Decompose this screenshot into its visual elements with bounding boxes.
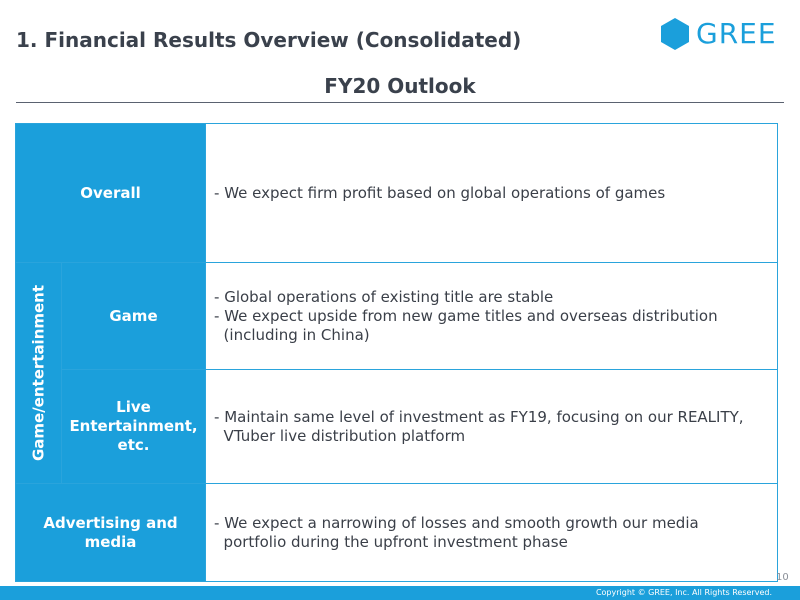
table-row: Game/entertainment Game - Global operati… bbox=[15, 262, 778, 484]
row-content-overall: - We expect firm profit based on global … bbox=[205, 123, 778, 263]
row-content-game: - Global operations of existing title ar… bbox=[205, 262, 778, 370]
title-divider bbox=[16, 102, 784, 103]
heading-line: Live bbox=[116, 398, 151, 416]
copyright-text: Copyright © GREE, Inc. All Rights Reserv… bbox=[595, 588, 772, 597]
bullet-line: - We expect upside from new game titles … bbox=[214, 306, 718, 325]
hexagon-logo-icon bbox=[661, 18, 689, 50]
heading-line: Advertising and bbox=[43, 513, 178, 532]
group-heading-label: Game/entertainment bbox=[29, 284, 47, 462]
table-row: Overall - We expect firm profit based on… bbox=[14, 123, 778, 263]
row-heading-advertising-media: Advertising and media bbox=[14, 483, 207, 582]
bullet-line: (including in China) bbox=[214, 325, 370, 344]
section-title: FY20 Outlook bbox=[324, 74, 476, 98]
bullet-line: - Maintain same level of investment as F… bbox=[214, 407, 744, 426]
bullet-line: - Global operations of existing title ar… bbox=[214, 287, 554, 306]
page-title: 1. Financial Results Overview (Consolida… bbox=[16, 28, 522, 52]
row-content-live-entertainment: - Maintain same level of investment as F… bbox=[205, 369, 778, 484]
row-heading-game: Game bbox=[60, 262, 207, 370]
logo-text: GREE bbox=[696, 17, 777, 50]
heading-line: media bbox=[84, 532, 137, 551]
table-row: Advertising and media - We expect a narr… bbox=[14, 483, 778, 582]
heading-line: Entertainment, bbox=[69, 417, 198, 435]
table-row: Live Entertainment, etc. - Maintain same… bbox=[16, 369, 778, 484]
bullet-line: - We expect a narrowing of losses and sm… bbox=[214, 513, 699, 532]
page-number: 10 bbox=[776, 572, 789, 583]
group-heading-game-entertainment: Game/entertainment bbox=[15, 262, 62, 484]
bullet-line: - We expect firm profit based on global … bbox=[214, 183, 666, 202]
footer-bar: Copyright © GREE, Inc. All Rights Reserv… bbox=[0, 586, 800, 600]
bullet-line: VTuber live distribution platform bbox=[214, 426, 466, 445]
bullet-line: portfolio during the upfront investment … bbox=[214, 532, 568, 551]
outlook-table: Overall - We expect firm profit based on… bbox=[14, 123, 778, 582]
row-heading-live-entertainment: Live Entertainment, etc. bbox=[60, 369, 207, 484]
row-content-advertising-media: - We expect a narrowing of losses and sm… bbox=[205, 483, 778, 582]
row-heading-overall: Overall bbox=[14, 123, 207, 263]
gree-logo: GREE bbox=[660, 16, 780, 52]
heading-line: etc. bbox=[117, 436, 150, 454]
